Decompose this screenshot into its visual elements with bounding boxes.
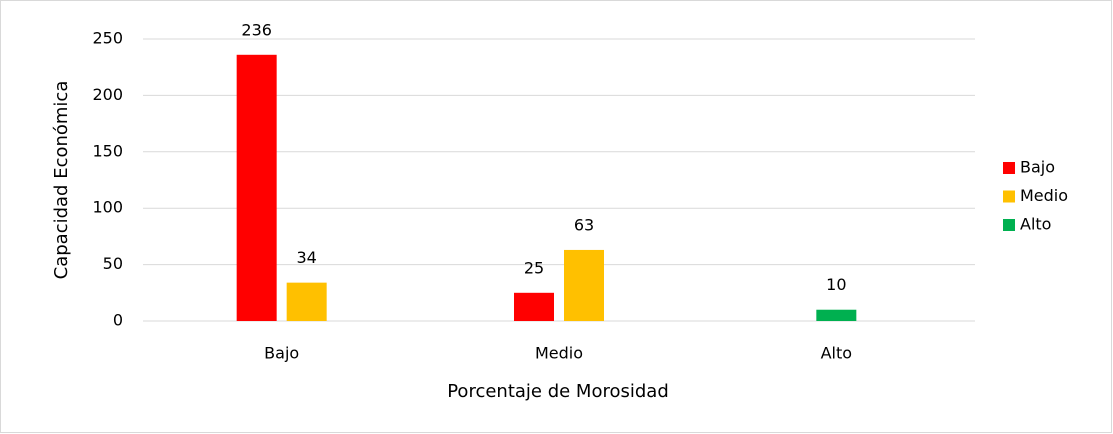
bar [564,249,604,321]
x-tick-label: Bajo [264,344,299,363]
legend-label: Bajo [1020,158,1055,177]
bar [514,292,554,321]
y-tick-label: 200 [92,85,123,104]
legend-label: Medio [1020,186,1068,205]
legend-swatch [1003,190,1015,203]
data-label: 34 [296,248,316,267]
data-label: 25 [524,258,544,277]
x-tick-label: Alto [821,344,852,363]
bar [816,309,857,321]
legend-swatch [1003,219,1015,231]
x-axis-title: Porcentaje de Morosidad [447,381,669,402]
y-tick-label: 100 [92,198,123,217]
x-tick-label: Medio [535,344,583,363]
y-axis-title: Capacidad Económica [51,81,72,280]
legend-swatch [1003,162,1015,174]
y-tick-label: 0 [113,311,123,330]
y-tick-label: 50 [103,254,123,273]
data-label: 63 [574,215,594,234]
y-tick-label: 150 [92,141,123,160]
y-tick-label: 250 [92,29,123,48]
bar [236,54,277,322]
legend-label: Alto [1020,215,1051,234]
data-label: 10 [826,275,846,294]
data-label: 236 [241,20,272,39]
bar [286,282,327,321]
